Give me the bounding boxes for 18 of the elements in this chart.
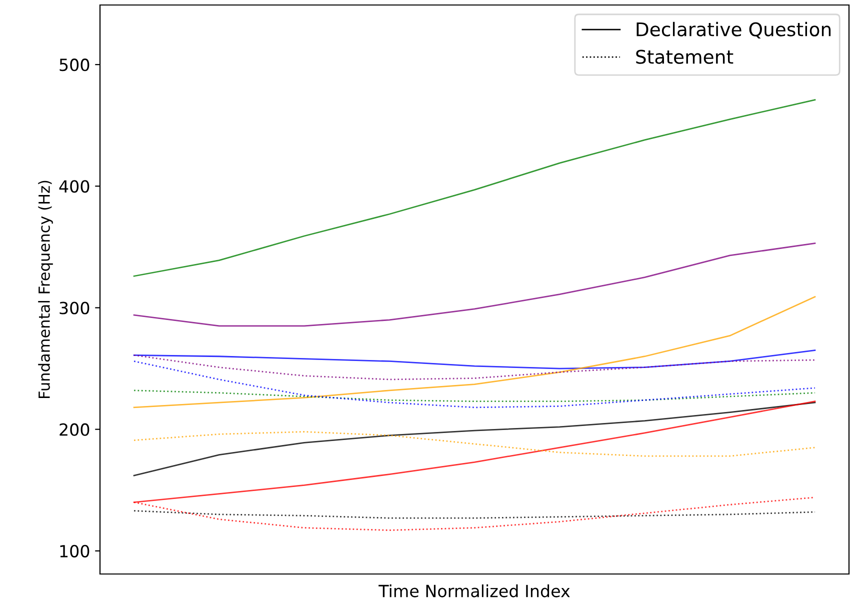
line-series [133,99,816,277]
y-tick-label: 400 [59,180,90,193]
y-tick-label: 200 [60,423,90,436]
line-series [133,354,816,380]
y-tick-label: 500 [60,58,90,72]
line-series [133,296,816,408]
line-series [133,402,816,476]
legend-label: Statement [636,50,734,64]
y-axis-title: Fundamental Frequency (Hz) [38,180,53,398]
line-series [133,390,816,402]
line-series [133,242,816,327]
line-series [133,431,816,457]
x-axis-title: Time Normalized Index [378,584,570,598]
y-tick-label: 100 [60,544,90,558]
line-series [133,350,816,370]
legend-label: Declarative Question [636,22,831,39]
line-series [133,360,816,408]
y-tick-label: 300 [60,302,90,314]
